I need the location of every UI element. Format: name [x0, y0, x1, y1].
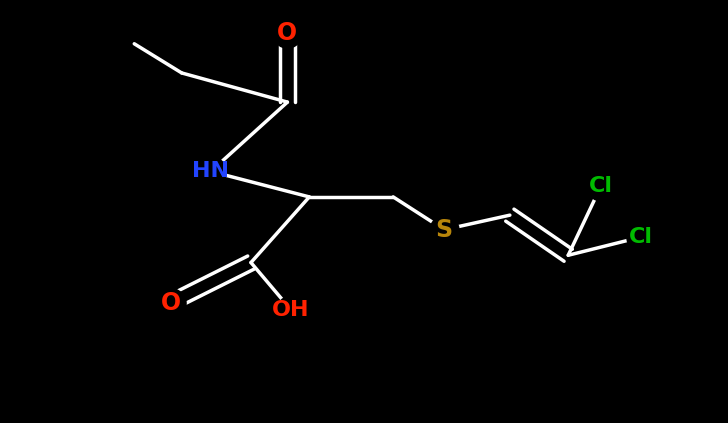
Text: Cl: Cl	[629, 227, 653, 247]
Text: S: S	[435, 218, 453, 242]
Text: Cl: Cl	[589, 176, 613, 196]
Text: HN: HN	[192, 162, 229, 181]
Text: O: O	[161, 291, 181, 315]
Text: O: O	[277, 21, 298, 45]
Text: OH: OH	[272, 300, 310, 320]
